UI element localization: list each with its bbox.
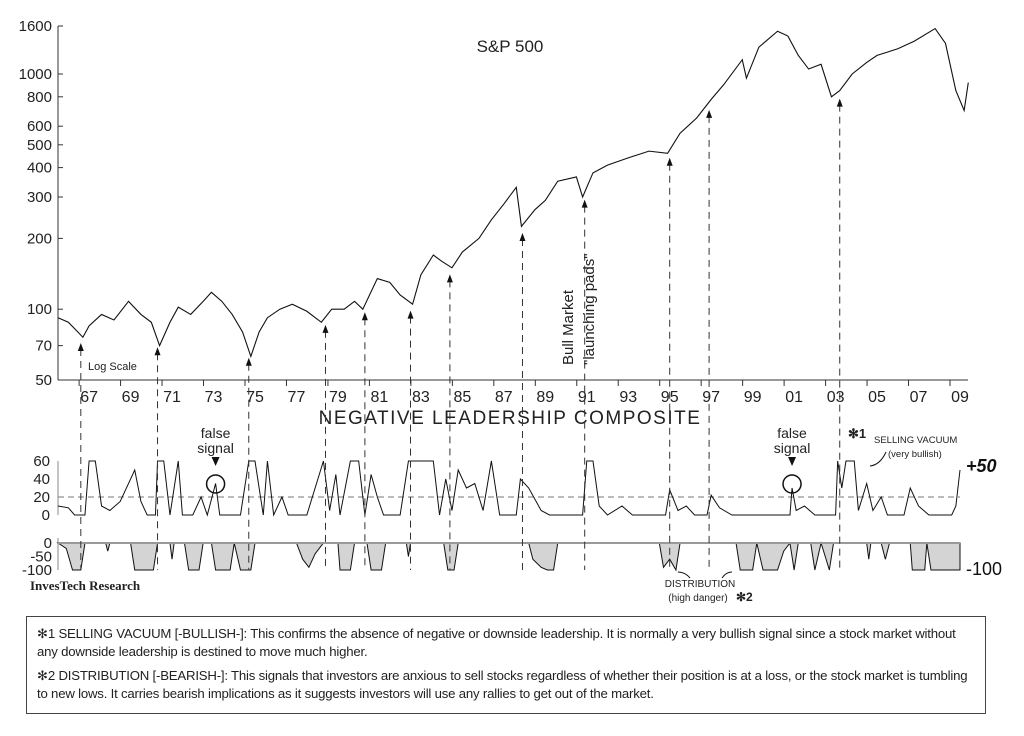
arrow-down-icon [211,457,220,466]
sp500-title: S&P 500 [477,37,544,56]
y-tick-label: 600 [27,118,52,135]
distribution-arrow [677,571,691,579]
x-tick-label: 83 [412,389,430,406]
x-tick-label: 93 [619,389,637,406]
source-label: InvesTech Research [30,578,141,593]
x-tick-label: 67 [80,389,98,406]
x-tick-label: 97 [702,389,720,406]
composite-y-tick-label: 20 [33,489,50,506]
distribution-arrow [721,571,733,579]
x-tick-label: 69 [122,389,140,406]
arrow-up-icon [706,109,713,118]
arrow-up-icon [666,157,673,166]
selling-vacuum-label: SELLING VACUUM [874,435,957,446]
arrow-up-icon [154,347,161,356]
arrow-up-icon [245,357,252,366]
false-signal-label: false [777,425,807,441]
distribution-y-tick-label: -100 [22,562,52,579]
footnote-selling-vacuum: ✻1 SELLING VACUUM [-BULLISH-]: This conf… [37,626,956,659]
x-tick-label: 09 [951,389,969,406]
distribution-y-tick-label: 0 [44,535,52,552]
arrow-up-icon [322,324,329,333]
y-tick-label: 1600 [19,18,52,35]
arrow-up-icon [407,310,414,319]
x-tick-label: 05 [868,389,886,406]
false-signal-circle [205,474,226,494]
selling-vacuum-arrow [869,451,887,467]
x-tick-label: 87 [495,389,513,406]
selling-vacuum-sublabel: (very bullish) [888,449,942,460]
log-scale-label: Log Scale [88,361,137,373]
footnote-box: ✻1 SELLING VACUUM [-BULLISH-]: This conf… [26,616,986,714]
y-tick-label: 200 [27,230,52,247]
x-tick-label: 79 [329,389,347,406]
y-tick-label: 100 [27,301,52,318]
x-tick-label: 01 [785,389,803,406]
false-signal-label: signal [197,440,234,456]
y-tick-label: 300 [27,189,52,206]
x-tick-label: 75 [246,389,264,406]
false-signal-circle [782,474,802,494]
composite-title: NEGATIVE LEADERSHIP COMPOSITE [319,408,702,429]
plus50-label: +50 [966,456,997,476]
x-tick-label: 81 [371,389,389,406]
distribution-y-tick-label: -50 [30,549,52,566]
composite-y-tick-label: 40 [33,471,50,488]
x-tick-label: 07 [910,389,928,406]
arrow-up-icon [361,312,368,321]
x-tick-label: 77 [288,389,306,406]
y-tick-label: 400 [27,160,52,177]
composite-y-tick-label: 0 [42,507,50,524]
distribution-area [56,541,961,572]
bull-market-label: Bull Market [560,289,577,365]
composite-line [57,460,961,517]
x-tick-label: 03 [827,389,845,406]
x-tick-label: 91 [578,389,596,406]
arrow-up-icon [519,232,526,241]
arrow-up-icon [836,98,843,107]
y-tick-label: 500 [27,137,52,154]
x-tick-label: 99 [744,389,762,406]
sp500-line [57,27,969,359]
composite-y-tick-label: 60 [33,453,50,470]
false-signal-label: false [201,425,231,441]
footnote-distribution: ✻2 DISTRIBUTION [-BEARISH-]: This signal… [37,668,968,701]
x-tick-label: 85 [453,389,471,406]
x-tick-label: 89 [536,389,554,406]
arrow-up-icon [446,274,453,283]
arrow-up-icon [581,199,588,208]
selling-vacuum-marker: ✻1 [848,426,866,441]
y-tick-label: 1000 [19,66,52,83]
x-tick-label: 73 [205,389,223,406]
launching-pads-label: "launching pads" [581,253,598,365]
x-tick-label: 71 [163,389,181,406]
minus100-label: -100 [966,559,1002,579]
distribution-marker: ✻2 [736,590,753,604]
y-tick-label: 800 [27,89,52,106]
y-tick-label: 70 [35,338,52,355]
y-tick-label: 50 [35,372,52,389]
false-signal-label: signal [774,440,811,456]
arrow-up-icon [77,342,84,351]
distribution-label: DISTRIBUTION [665,579,736,590]
arrow-down-icon [788,457,797,466]
distribution-sublabel: (high danger) [668,593,727,604]
